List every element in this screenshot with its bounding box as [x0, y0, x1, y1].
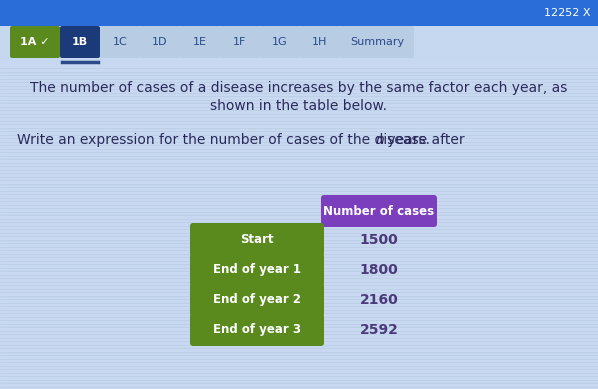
Text: 2160: 2160 — [359, 293, 398, 307]
Text: 1D: 1D — [152, 37, 168, 47]
FancyBboxPatch shape — [190, 283, 324, 316]
Text: years.: years. — [383, 133, 431, 147]
FancyBboxPatch shape — [190, 223, 324, 256]
Text: 1H: 1H — [312, 37, 328, 47]
Text: Summary: Summary — [350, 37, 404, 47]
FancyBboxPatch shape — [321, 195, 437, 227]
Text: End of year 2: End of year 2 — [213, 293, 301, 306]
Text: 2592: 2592 — [359, 322, 398, 336]
FancyBboxPatch shape — [300, 26, 340, 58]
Text: Number of cases: Number of cases — [324, 205, 435, 217]
Text: 1A ✓: 1A ✓ — [20, 37, 50, 47]
FancyBboxPatch shape — [10, 26, 60, 58]
FancyBboxPatch shape — [340, 26, 414, 58]
Text: 1B: 1B — [72, 37, 88, 47]
Text: End of year 3: End of year 3 — [213, 323, 301, 336]
Text: The number of cases of a disease increases by the same factor each year, as: The number of cases of a disease increas… — [30, 81, 568, 95]
Text: 1C: 1C — [112, 37, 127, 47]
Text: 1F: 1F — [233, 37, 247, 47]
FancyBboxPatch shape — [60, 26, 100, 58]
FancyBboxPatch shape — [260, 26, 300, 58]
FancyBboxPatch shape — [100, 26, 140, 58]
FancyBboxPatch shape — [190, 253, 324, 286]
Text: Start: Start — [240, 233, 274, 246]
Text: 1500: 1500 — [359, 233, 398, 247]
Text: End of year 1: End of year 1 — [213, 263, 301, 276]
Text: 1800: 1800 — [359, 263, 398, 277]
Text: 12252 X: 12252 X — [544, 8, 590, 18]
Text: 1G: 1G — [272, 37, 288, 47]
FancyBboxPatch shape — [140, 26, 180, 58]
FancyBboxPatch shape — [180, 26, 220, 58]
Text: shown in the table below.: shown in the table below. — [210, 99, 388, 113]
Text: 1E: 1E — [193, 37, 207, 47]
FancyBboxPatch shape — [0, 26, 598, 62]
FancyBboxPatch shape — [0, 0, 598, 26]
FancyBboxPatch shape — [190, 313, 324, 346]
FancyBboxPatch shape — [220, 26, 260, 58]
Text: n: n — [376, 133, 385, 147]
Text: Write an expression for the number of cases of the disease after: Write an expression for the number of ca… — [17, 133, 469, 147]
